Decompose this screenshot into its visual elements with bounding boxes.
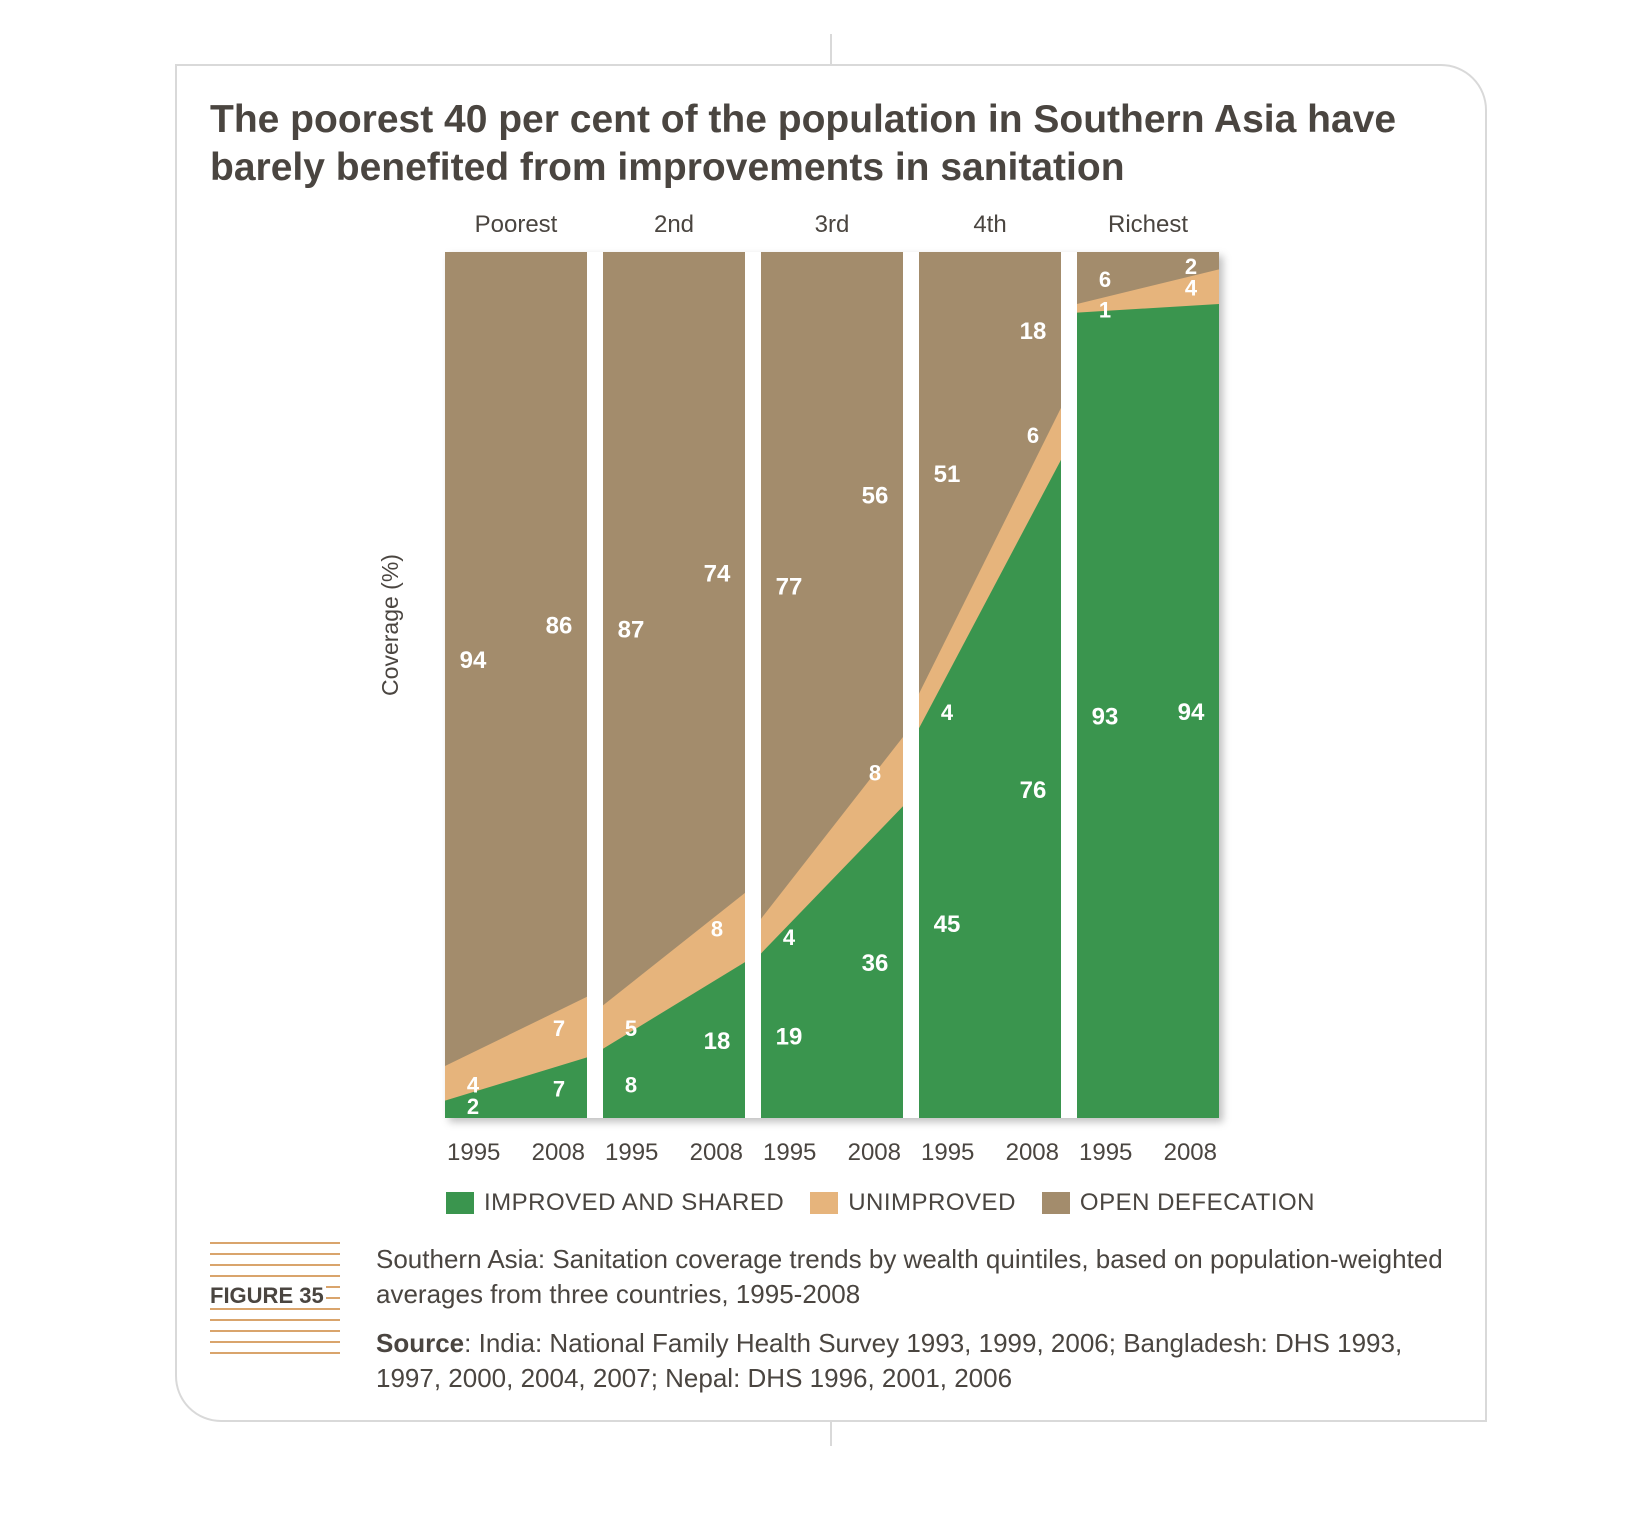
area-open-defecation (445, 252, 587, 1118)
data-label-unimproved: 5 (625, 1016, 637, 1041)
chart-legend: IMPROVED AND SHARED UNIMPROVED OPEN DEFE… (446, 1188, 1341, 1218)
figure-number-badge: FIGURE 35 (210, 1242, 340, 1367)
legend-label-open: OPEN DEFECATION (1079, 1189, 1315, 1216)
data-label-open: 87 (618, 617, 645, 644)
x-tick-label: 2008 (1006, 1139, 1059, 1166)
data-label-unimproved: 4 (1185, 276, 1198, 301)
legend-swatch-unimproved (810, 1192, 839, 1214)
legend-label-improved: IMPROVED AND SHARED (484, 1189, 785, 1216)
badge-rule (210, 1242, 340, 1244)
area-improved (603, 962, 745, 1118)
data-label-improved: 2 (467, 1094, 479, 1119)
data-label-improved: 18 (704, 1028, 731, 1055)
data-label-open: 6 (1099, 267, 1111, 292)
data-label-open: 18 (1020, 318, 1047, 345)
data-label-open: 74 (704, 560, 731, 587)
x-tick-label: 1995 (447, 1139, 500, 1166)
data-label-improved: 45 (934, 911, 961, 938)
data-label-improved: 19 (776, 1024, 803, 1051)
figure-number: FIGURE 35 (210, 1283, 326, 1308)
data-label-unimproved: 4 (467, 1072, 480, 1097)
group-label: Richest (1108, 211, 1188, 238)
data-label-open: 51 (934, 461, 961, 488)
group-label: 3rd (815, 211, 850, 238)
data-label-unimproved: 4 (783, 925, 796, 950)
data-label-unimproved: 7 (553, 1016, 565, 1041)
x-tick-label: 2008 (1164, 1139, 1217, 1166)
badge-rule (210, 1275, 340, 1277)
data-label-open: 94 (460, 647, 487, 674)
figure-card (175, 64, 1487, 1422)
source-label: Source (376, 1328, 465, 1358)
figure-source: Source: India: National Family Health Su… (376, 1326, 1456, 1396)
chart-title: The poorest 40 per cent of the populatio… (210, 98, 1397, 189)
x-tick-label: 1995 (605, 1139, 658, 1166)
data-label-improved: 76 (1020, 777, 1047, 804)
data-label-improved: 7 (553, 1077, 565, 1102)
area-improved (919, 459, 1061, 1119)
legend-item-improved: IMPROVED AND SHARED (446, 1189, 784, 1217)
badge-rule (210, 1352, 340, 1354)
data-label-unimproved: 8 (711, 916, 723, 941)
area-improved (761, 806, 903, 1118)
badge-rule (210, 1264, 340, 1266)
crop-mark-bottom (830, 1422, 832, 1446)
x-tick-label: 1995 (763, 1139, 816, 1166)
group-label: 2nd (654, 211, 694, 238)
data-label-unimproved: 8 (869, 761, 881, 786)
legend-label-unimproved: UNIMPROVED (848, 1189, 1016, 1216)
area-improved (1077, 303, 1219, 1119)
data-label-open: 56 (862, 482, 889, 509)
group-label: Poorest (475, 211, 558, 238)
data-label-open: 2 (1185, 254, 1197, 279)
data-label-unimproved: 4 (941, 700, 954, 725)
x-tick-label: 1995 (1079, 1139, 1132, 1166)
data-label-improved: 93 (1092, 703, 1119, 730)
source-text: : India: National Family Health Survey 1… (376, 1328, 1403, 1393)
legend-swatch-improved (446, 1192, 474, 1214)
x-tick-label: 2008 (848, 1139, 901, 1166)
x-tick-label: 1995 (921, 1139, 974, 1166)
area-improved (445, 1057, 587, 1118)
y-axis-label: Coverage (%) (377, 554, 403, 696)
x-tick-label: 2008 (532, 1139, 585, 1166)
data-label-unimproved: 1 (1099, 297, 1111, 322)
badge-rule (210, 1319, 340, 1321)
badge-rule (210, 1308, 340, 1310)
crop-mark-top (830, 34, 832, 64)
badge-rule (210, 1253, 340, 1255)
data-label-unimproved: 6 (1027, 423, 1039, 448)
badge-rule (210, 1330, 340, 1332)
figure-caption: Southern Asia: Sanitation coverage trend… (376, 1244, 1443, 1309)
data-label-improved: 36 (862, 950, 889, 977)
data-label-improved: 94 (1178, 699, 1205, 726)
legend-item-open: OPEN DEFECATION (1041, 1189, 1315, 1217)
group-label: 4th (973, 211, 1006, 238)
data-label-open: 77 (776, 573, 803, 600)
legend-swatch-open (1041, 1192, 1070, 1214)
data-label-open: 86 (546, 612, 573, 639)
x-tick-label: 2008 (690, 1139, 743, 1166)
data-label-improved: 8 (625, 1072, 637, 1097)
legend-item-unimproved: UNIMPROVED (810, 1189, 1016, 1217)
badge-rule (210, 1341, 340, 1343)
